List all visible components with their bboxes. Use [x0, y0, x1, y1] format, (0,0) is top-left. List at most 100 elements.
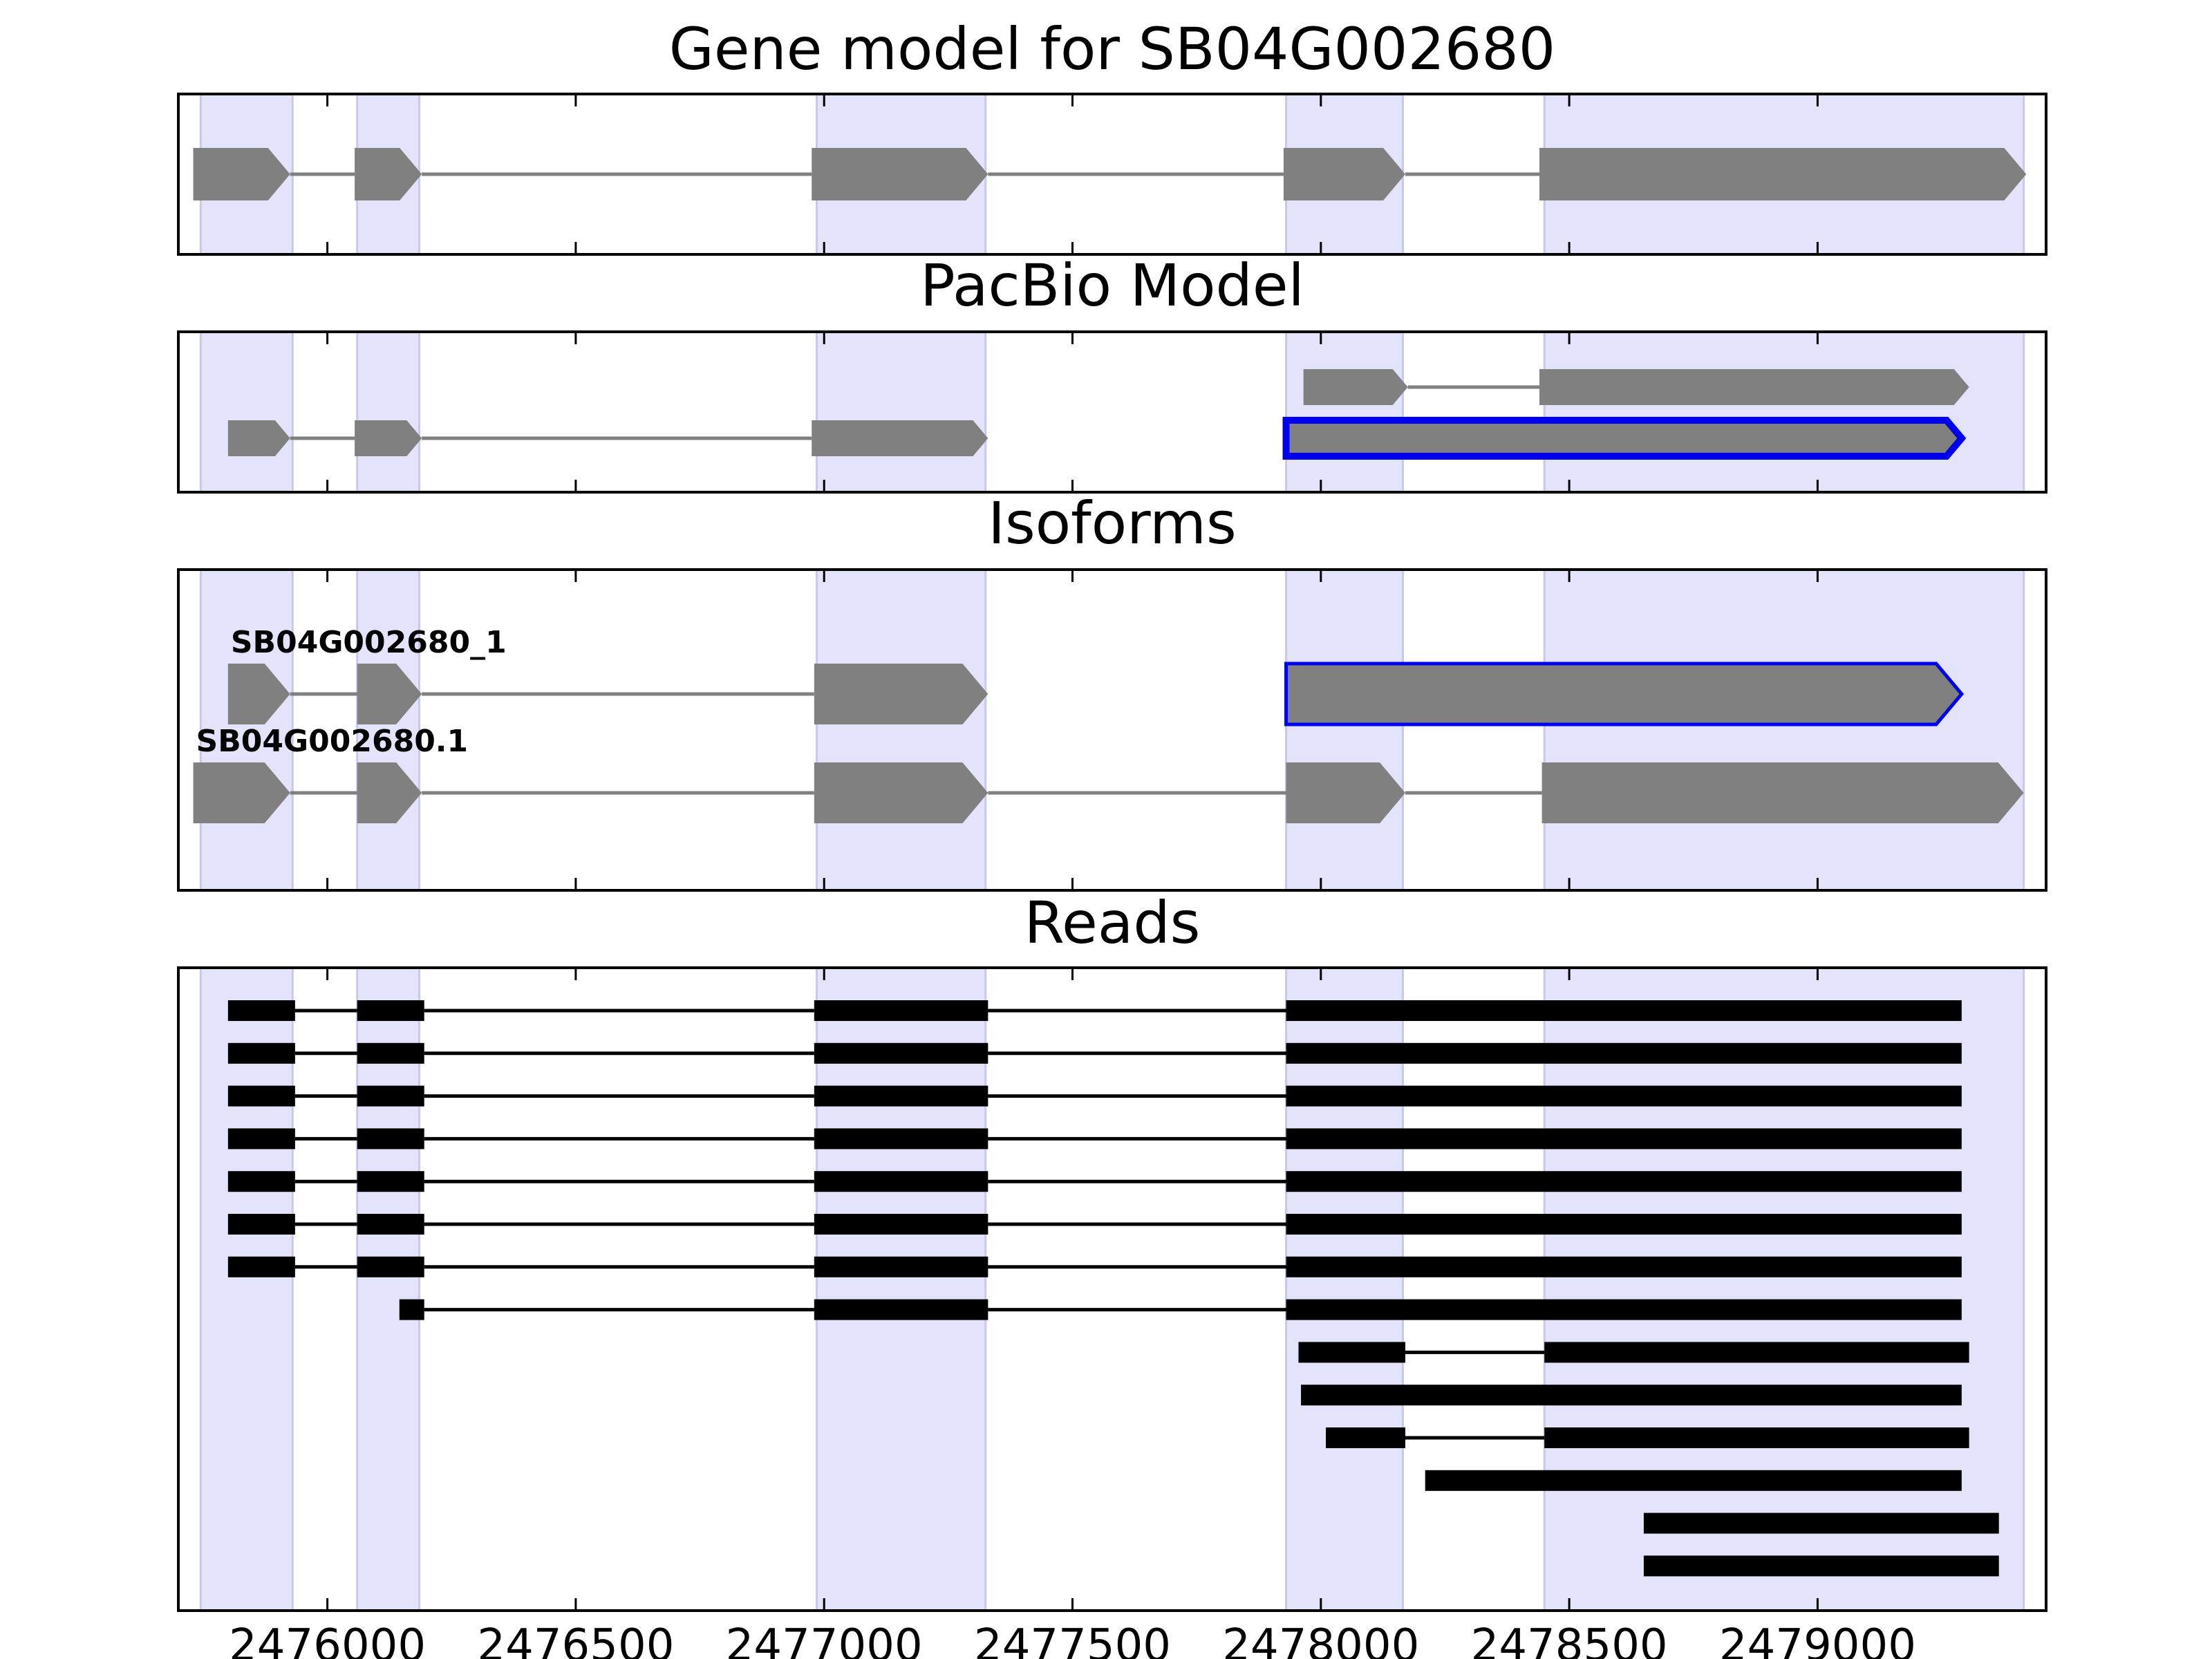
exon-block [355, 148, 422, 200]
x-axis: 2476000 2476500 2477000 2477500 2478000 24785… [229, 1620, 1916, 1659]
read-block [1643, 1512, 1999, 1534]
read-block [814, 1128, 988, 1150]
read-block [1286, 1214, 1962, 1235]
read-alignment [1301, 1385, 1962, 1406]
x-tick-label: 2478500 [1471, 1620, 1668, 1659]
read-alignment [1643, 1555, 1999, 1577]
read-block [227, 1085, 295, 1107]
panels-layer: Gene model for SB04G002680 PacBio Model Is… [177, 15, 2047, 1612]
transcript[interactable] [227, 420, 988, 456]
exon-block [193, 148, 290, 200]
isoforms-panel: Isoforms SB04G002680_1 SB04G002680.1 [177, 489, 2047, 892]
read-block [1286, 1042, 1962, 1064]
read-alignment [227, 1085, 1962, 1107]
read-block [357, 1042, 424, 1064]
read-block [1286, 1256, 1962, 1277]
exon-region-band [356, 966, 421, 1612]
read-block [1544, 1427, 1969, 1448]
isoforms-frame [177, 568, 2047, 892]
read-block [814, 1171, 988, 1192]
exon-block [812, 148, 988, 200]
gene-model-title: Gene model for SB04G002680 [669, 15, 1555, 83]
read-alignment [227, 1042, 1962, 1064]
read-block [357, 1171, 424, 1192]
read-block [1544, 1342, 1969, 1363]
exon-region-band [199, 966, 294, 1612]
reads-frame [177, 966, 2047, 1612]
x-tick-label: 2479000 [1719, 1620, 1916, 1659]
exon-block [357, 664, 422, 724]
read-block [1286, 1000, 1962, 1021]
read-block [357, 1128, 424, 1150]
read-alignment [1326, 1427, 1969, 1448]
read-block [227, 1042, 295, 1064]
read-block [814, 1214, 988, 1235]
read-alignment [227, 1256, 1962, 1277]
read-block [357, 1256, 424, 1277]
read-block [357, 1214, 424, 1235]
read-block [1301, 1385, 1962, 1406]
read-block [1425, 1470, 1962, 1491]
read-block [227, 1214, 295, 1235]
read-block [357, 1085, 424, 1107]
read-block [1326, 1427, 1405, 1448]
exon-region-band [1543, 330, 2025, 494]
reads-panel: Reads [177, 889, 2047, 1612]
exon-region-band [815, 568, 987, 892]
gene-model-frame [177, 93, 2047, 256]
read-block [399, 1299, 424, 1320]
exon-region-band [199, 568, 294, 892]
read-block [357, 1000, 424, 1021]
exon-block [193, 762, 290, 823]
isoforms-title: Isoforms [988, 489, 1237, 557]
read-alignment [1298, 1342, 1969, 1363]
isoform-label: SB04G002680.1 [196, 724, 469, 759]
exon-block [355, 420, 422, 456]
exon-block [1282, 417, 1967, 460]
read-block [1298, 1342, 1405, 1363]
read-block [1286, 1299, 1962, 1320]
read-block [814, 1042, 988, 1064]
read-block [814, 1000, 988, 1021]
transcript[interactable]: SB04G002680.1 [193, 724, 2024, 823]
selected-transcript[interactable] [1282, 417, 1967, 460]
exon-block [1539, 148, 2027, 200]
exon-block [357, 762, 422, 823]
exon-block [227, 420, 290, 456]
read-block [227, 1256, 295, 1277]
exon-block [1539, 369, 1969, 405]
read-alignment [227, 1128, 1962, 1150]
exon-block [1284, 662, 1965, 727]
x-tick-label: 2476500 [477, 1620, 674, 1659]
exon-region-band [1285, 966, 1404, 1612]
transcript[interactable]: SB04G002680_1 [227, 625, 988, 724]
read-alignment [1643, 1512, 1999, 1534]
exon-region-band [199, 330, 294, 494]
transcript[interactable] [1303, 369, 1969, 405]
pacbio-model-panel: PacBio Model [177, 252, 2047, 494]
read-block [1286, 1171, 1962, 1192]
read-alignment [227, 1171, 1962, 1192]
exon-region-band [1543, 966, 2025, 1612]
exon-region-band [1285, 330, 1404, 494]
pacbio-model-frame [177, 330, 2047, 494]
isoform-label: SB04G002680_1 [231, 625, 507, 660]
exon-block [812, 420, 988, 456]
read-block [1286, 1085, 1962, 1107]
transcript[interactable] [193, 148, 2027, 200]
exon-block [1283, 148, 1405, 200]
read-alignment [399, 1299, 1962, 1320]
read-alignment [227, 1214, 1962, 1235]
x-tick-label: 2478000 [1222, 1620, 1419, 1659]
exon-block [814, 762, 988, 823]
exon-region-band [815, 966, 987, 1612]
read-alignment [227, 1000, 1962, 1021]
read-block [227, 1171, 295, 1192]
exon-region-band [356, 330, 421, 494]
read-block [814, 1299, 988, 1320]
selected-transcript[interactable] [1284, 662, 1965, 727]
gene-model-panel: Gene model for SB04G002680 [177, 15, 2047, 256]
read-block [1643, 1555, 1999, 1577]
exon-region-band [1543, 568, 2025, 892]
